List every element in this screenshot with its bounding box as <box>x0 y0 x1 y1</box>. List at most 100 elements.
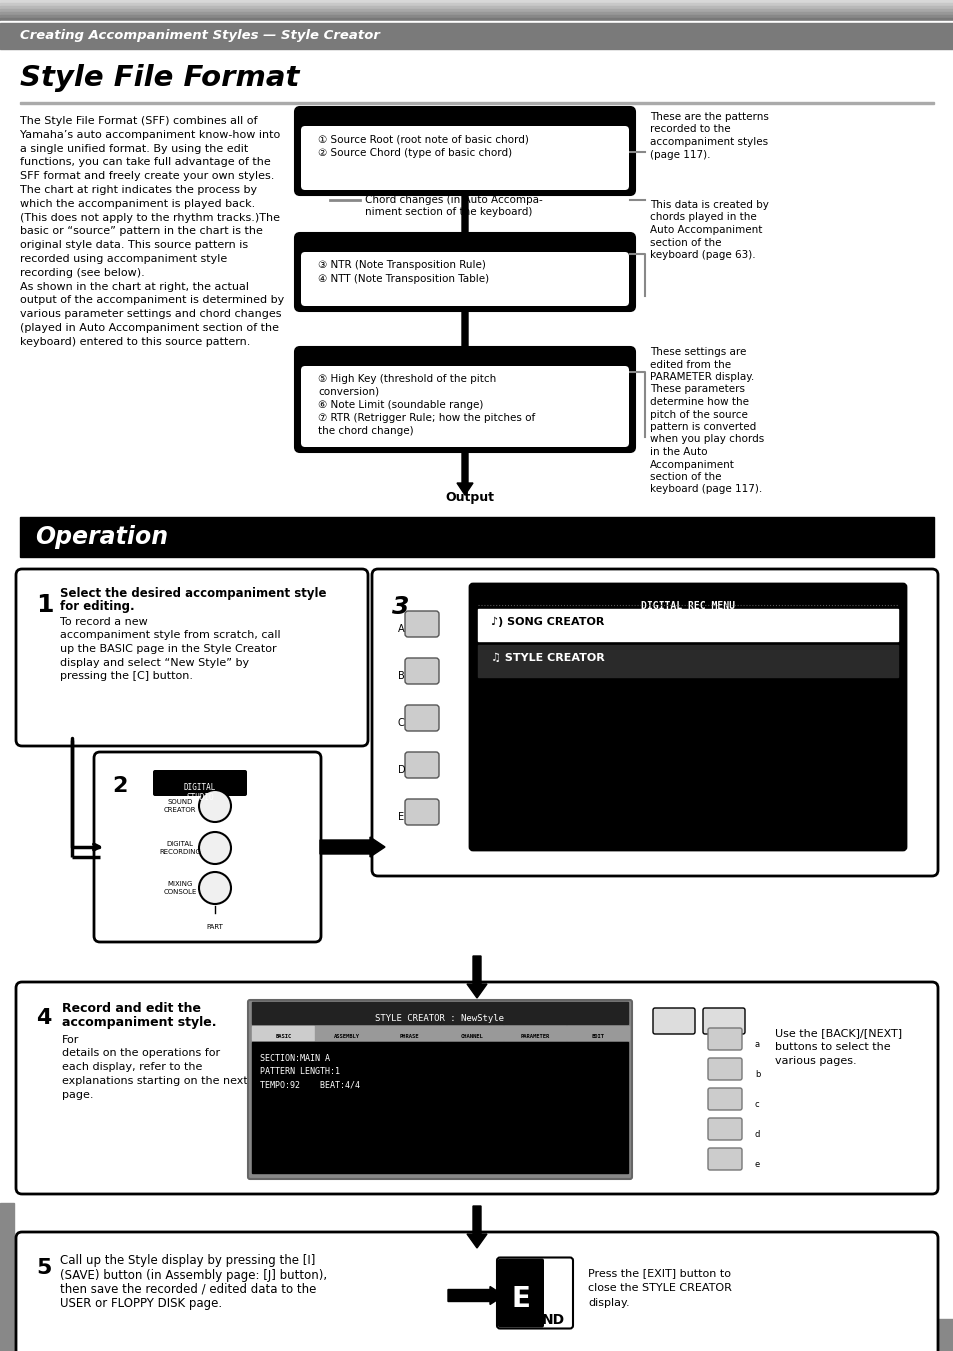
Text: These settings are: These settings are <box>649 347 745 357</box>
Text: Yamaha’s auto accompaniment know-how into: Yamaha’s auto accompaniment know-how int… <box>20 130 280 139</box>
Text: pitch of the source: pitch of the source <box>649 409 747 420</box>
Text: A: A <box>397 624 404 634</box>
Text: d: d <box>754 1129 760 1139</box>
Text: To record a new: To record a new <box>60 617 148 627</box>
Bar <box>252 1025 314 1040</box>
Text: EDIT: EDIT <box>592 1034 604 1039</box>
Text: Record and edit the: Record and edit the <box>62 1002 201 1015</box>
Text: SFF format and freely create your own styles.: SFF format and freely create your own st… <box>20 172 274 181</box>
Text: a: a <box>754 1040 760 1048</box>
Text: ND: ND <box>541 1313 564 1328</box>
FancyBboxPatch shape <box>707 1028 741 1050</box>
Text: BACK: BACK <box>659 1011 685 1020</box>
Text: E: E <box>397 812 404 821</box>
FancyBboxPatch shape <box>470 584 905 850</box>
FancyBboxPatch shape <box>497 1258 573 1328</box>
Text: For: For <box>62 1035 79 1046</box>
Text: As shown in the chart at right, the actual: As shown in the chart at right, the actu… <box>20 281 249 292</box>
Text: various parameter settings and chord changes: various parameter settings and chord cha… <box>20 309 281 319</box>
Text: PART: PART <box>207 924 223 929</box>
Text: Chord changes (in Auto Accompa-: Chord changes (in Auto Accompa- <box>365 195 542 205</box>
Text: recording (see below).: recording (see below). <box>20 267 145 278</box>
Text: ④ NTT (Note Transposition Table): ④ NTT (Note Transposition Table) <box>317 274 489 284</box>
Bar <box>0 0 953 3</box>
Text: ⑦ RTR (Retrigger Rule; how the pitches of: ⑦ RTR (Retrigger Rule; how the pitches o… <box>317 413 535 423</box>
Text: Creating Accompaniment Styles — Style Creator: Creating Accompaniment Styles — Style Cr… <box>20 30 379 42</box>
Text: These are the patterns: These are the patterns <box>649 112 768 122</box>
Text: (page 117).: (page 117). <box>649 150 710 159</box>
Text: ② Source Chord (type of basic chord): ② Source Chord (type of basic chord) <box>317 149 512 158</box>
FancyBboxPatch shape <box>301 253 628 305</box>
Text: which the accompaniment is played back.: which the accompaniment is played back. <box>20 199 255 209</box>
Bar <box>0 9 953 12</box>
Bar <box>252 1042 627 1173</box>
Text: 3: 3 <box>392 594 409 619</box>
Bar <box>0 12 953 15</box>
FancyBboxPatch shape <box>301 126 628 190</box>
FancyArrow shape <box>467 1206 486 1248</box>
Bar <box>0 1202 14 1351</box>
Text: ① Source Root (root note of basic chord): ① Source Root (root note of basic chord) <box>317 134 528 145</box>
Text: ♫ STYLE CREATOR: ♫ STYLE CREATOR <box>491 653 604 663</box>
Text: 4: 4 <box>36 1008 51 1028</box>
Text: accompaniment style.: accompaniment style. <box>62 1016 216 1029</box>
Text: C: C <box>397 717 404 728</box>
Text: keyboard) entered to this source pattern.: keyboard) entered to this source pattern… <box>20 336 250 347</box>
FancyArrow shape <box>319 838 385 857</box>
Text: ⑥ Note Limit (soundable range): ⑥ Note Limit (soundable range) <box>317 400 483 409</box>
Text: determine how the: determine how the <box>649 397 748 407</box>
Text: recorded to the: recorded to the <box>649 124 730 135</box>
FancyBboxPatch shape <box>301 366 628 447</box>
FancyBboxPatch shape <box>152 770 247 796</box>
Bar <box>20 101 933 104</box>
FancyBboxPatch shape <box>405 705 438 731</box>
Bar <box>20 517 933 557</box>
Text: NEXT: NEXT <box>709 1011 735 1020</box>
FancyBboxPatch shape <box>16 569 368 746</box>
Text: Operation: Operation <box>35 526 168 549</box>
Text: ASSEMBLY: ASSEMBLY <box>334 1034 359 1039</box>
Text: MIXING
CONSOLE: MIXING CONSOLE <box>163 881 196 894</box>
Text: Pitch Conversion: Pitch Conversion <box>409 253 520 265</box>
Text: BASIC: BASIC <box>275 1034 292 1039</box>
Text: 1: 1 <box>36 593 53 617</box>
FancyArrow shape <box>456 195 473 246</box>
Text: b: b <box>754 1070 760 1079</box>
Text: ⑤ High Key (threshold of the pitch: ⑤ High Key (threshold of the pitch <box>317 374 496 384</box>
Circle shape <box>199 790 231 821</box>
Text: Source Pattern: Source Pattern <box>415 126 515 139</box>
FancyBboxPatch shape <box>248 1000 631 1179</box>
Text: details on the operations for: details on the operations for <box>62 1048 220 1058</box>
FancyBboxPatch shape <box>707 1148 741 1170</box>
Text: ♪) SONG CREATOR: ♪) SONG CREATOR <box>491 617 604 627</box>
Text: The Style File Format (SFF) combines all of: The Style File Format (SFF) combines all… <box>20 116 257 126</box>
Text: CHANNEL: CHANNEL <box>460 1034 483 1039</box>
Text: Call up the Style display by pressing the [I]: Call up the Style display by pressing th… <box>60 1254 315 1267</box>
Text: Other Settings: Other Settings <box>416 366 514 380</box>
Bar <box>0 15 953 18</box>
Text: in the Auto: in the Auto <box>649 447 707 457</box>
Text: (played in Auto Accompaniment section of the: (played in Auto Accompaniment section of… <box>20 323 278 332</box>
Text: functions, you can take full advantage of the: functions, you can take full advantage o… <box>20 158 271 168</box>
Text: accompaniment style from scratch, call: accompaniment style from scratch, call <box>60 631 280 640</box>
Text: accompaniment styles: accompaniment styles <box>649 136 767 147</box>
FancyBboxPatch shape <box>707 1119 741 1140</box>
FancyBboxPatch shape <box>94 753 320 942</box>
FancyBboxPatch shape <box>497 1259 543 1328</box>
Text: USER or FLOPPY DISK page.: USER or FLOPPY DISK page. <box>60 1297 222 1310</box>
FancyBboxPatch shape <box>707 1088 741 1111</box>
Text: DIGITAL REC MENU: DIGITAL REC MENU <box>640 601 734 611</box>
Text: This data is created by: This data is created by <box>649 200 768 209</box>
FancyBboxPatch shape <box>294 107 635 195</box>
Text: (SAVE) button (in Assembly page: [J] button),: (SAVE) button (in Assembly page: [J] but… <box>60 1269 327 1282</box>
Bar <box>566 1025 628 1040</box>
Text: These parameters: These parameters <box>649 385 744 394</box>
Text: for editing.: for editing. <box>60 600 134 613</box>
Text: keyboard (page 63).: keyboard (page 63). <box>649 250 755 259</box>
Text: niment section of the keyboard): niment section of the keyboard) <box>365 207 532 218</box>
Bar <box>477 609 897 640</box>
FancyBboxPatch shape <box>702 1008 744 1034</box>
Bar <box>0 1319 953 1351</box>
Text: output of the accompaniment is determined by: output of the accompaniment is determine… <box>20 296 284 305</box>
Text: pattern is converted: pattern is converted <box>649 422 756 432</box>
